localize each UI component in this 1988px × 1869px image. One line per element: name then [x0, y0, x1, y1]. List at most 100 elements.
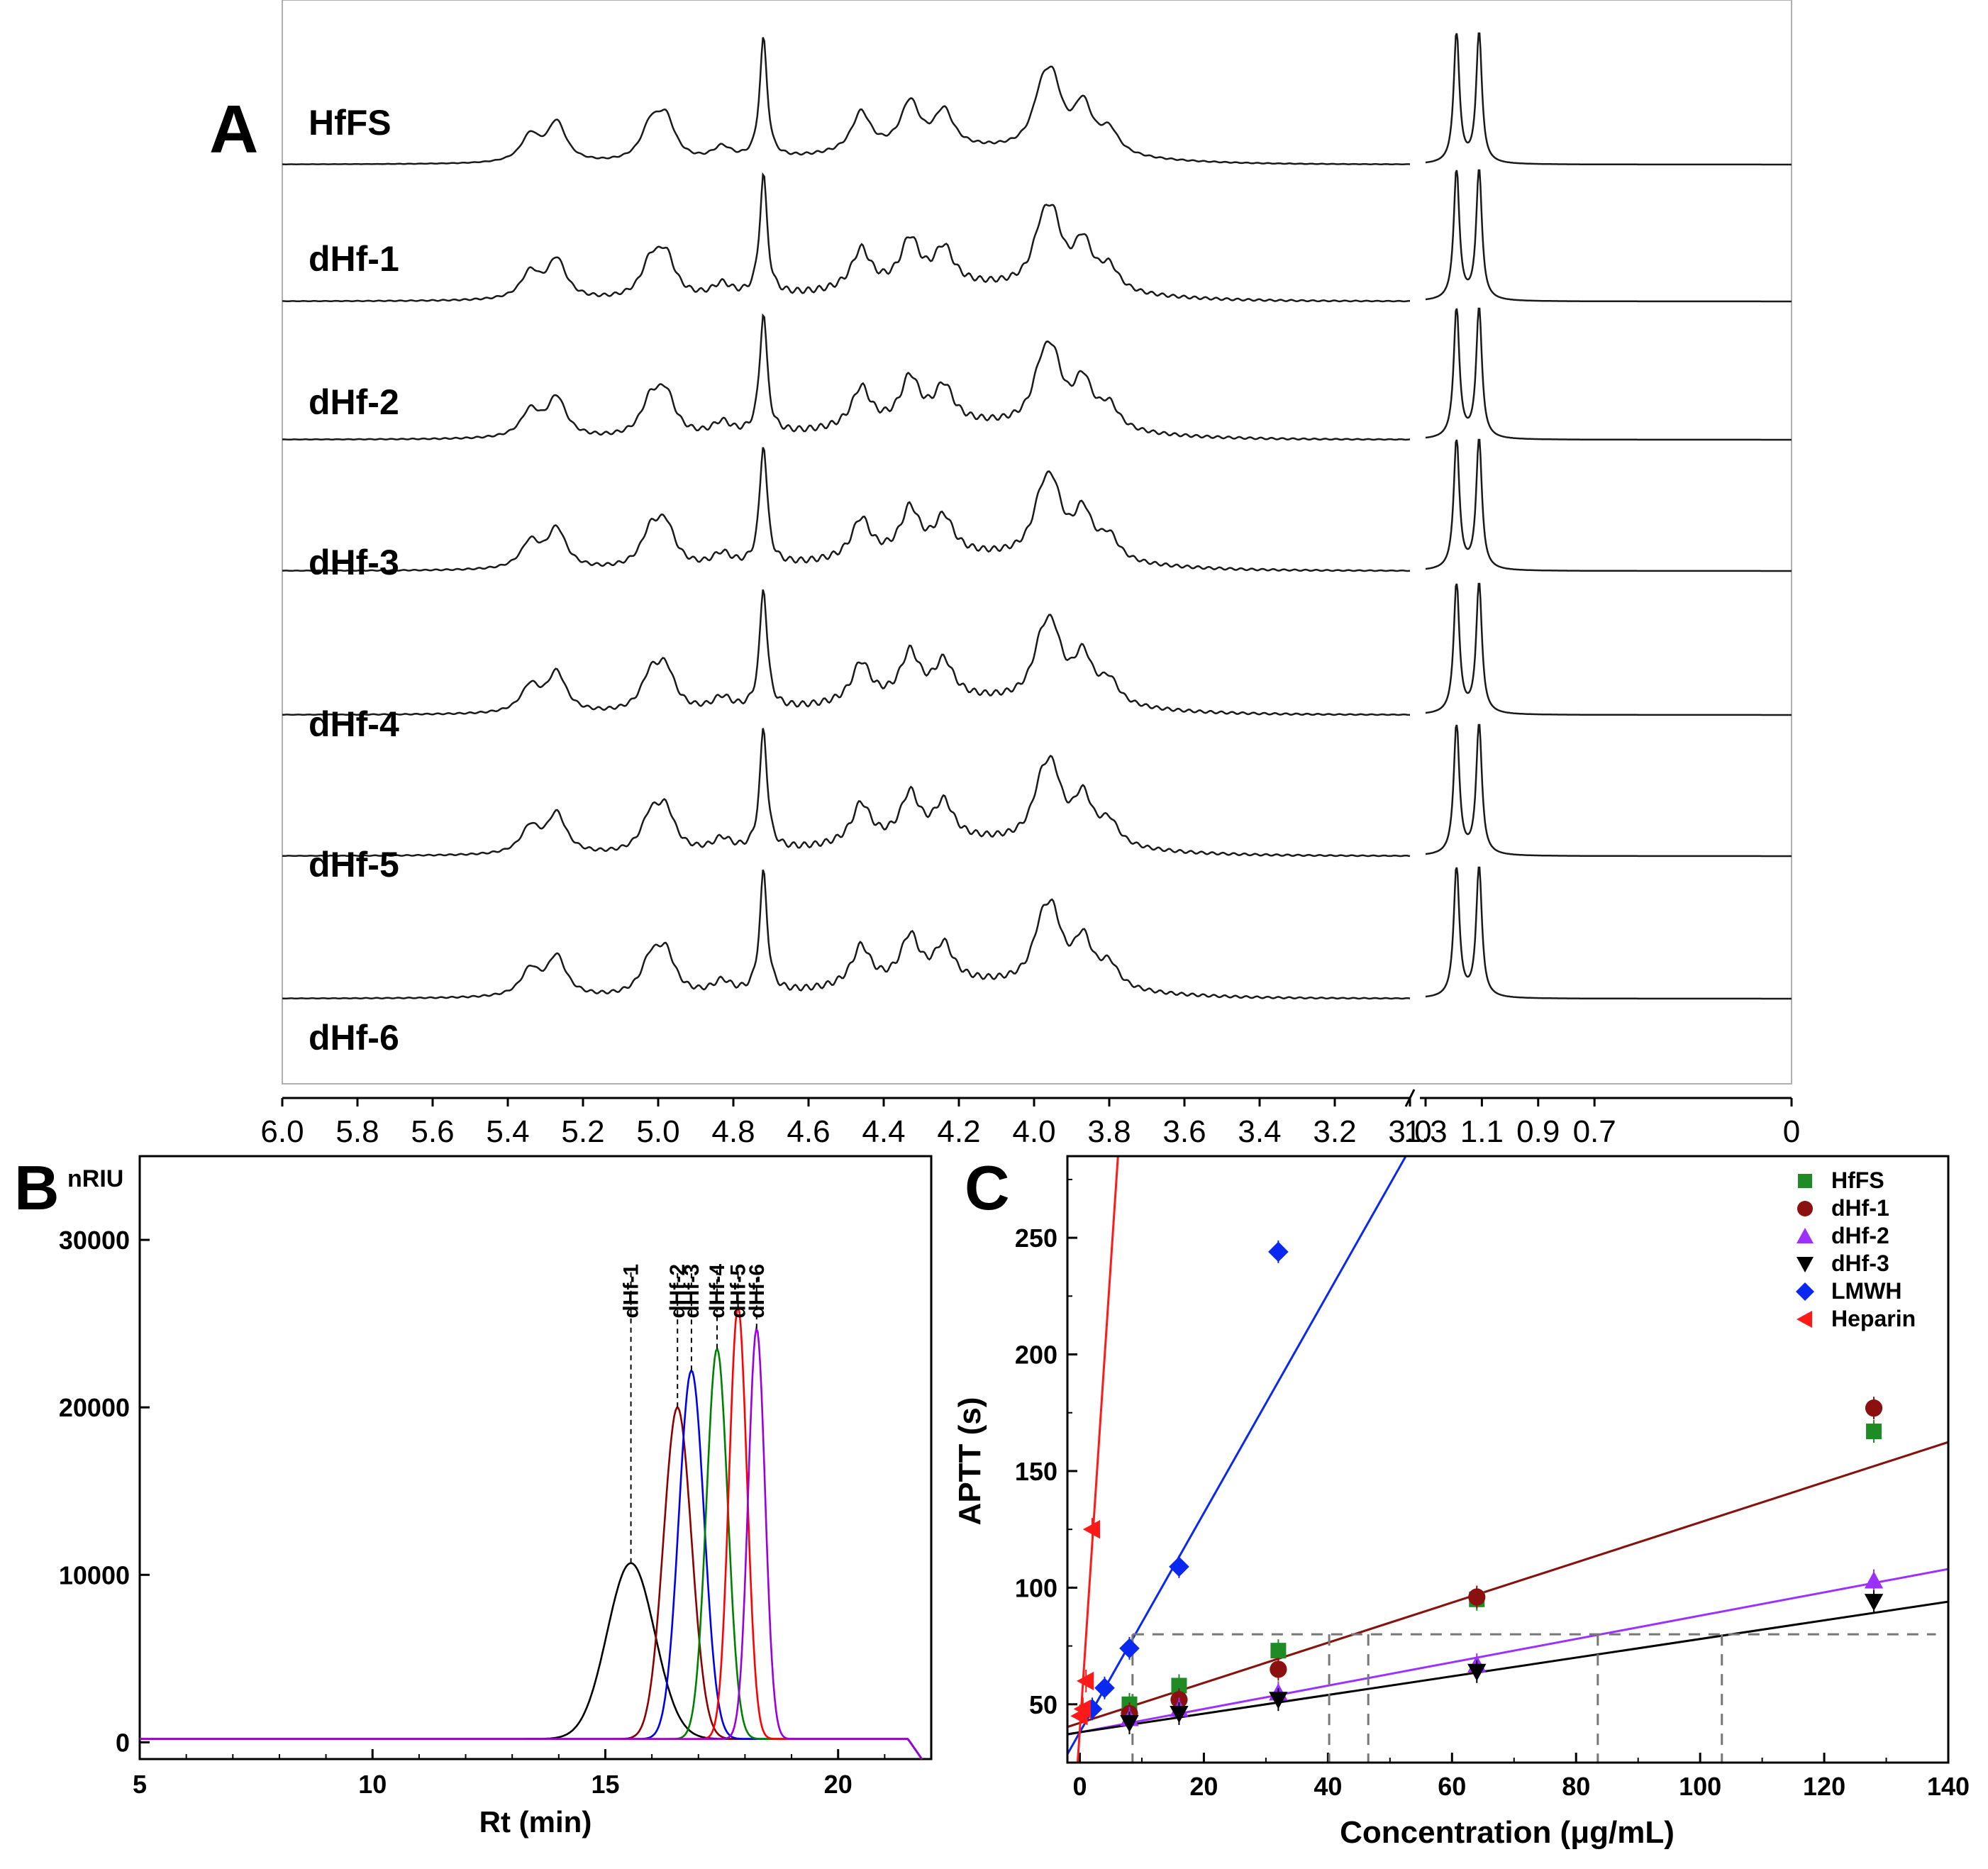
c-y-tick-label: 200 — [1015, 1341, 1057, 1370]
x-tick-label: 1.1 — [1460, 1114, 1504, 1149]
b-y-tick-label: 10000 — [59, 1560, 130, 1590]
data-point-hffs — [1866, 1424, 1882, 1440]
panel-c-y-axis-title: APTT (s) — [953, 1397, 987, 1526]
gpc-peak-label-dhf-1: dHf-1 — [620, 1264, 643, 1319]
fit-line-lmwh — [1067, 1156, 1407, 1755]
x-tick-label: 3.8 — [1087, 1114, 1131, 1149]
x-tick-label: 4.2 — [937, 1114, 980, 1149]
nmr-trace-dhf-5-right — [1425, 723, 1792, 858]
legend-label-hffs: HfFS — [1831, 1168, 1884, 1193]
c-x-tick-label: 100 — [1679, 1772, 1721, 1801]
c-x-tick-label: 0 — [1072, 1772, 1087, 1801]
x-tick-label: 4.6 — [787, 1114, 830, 1149]
legend-label-dhf-1: dHf-1 — [1831, 1195, 1889, 1221]
data-point-dhf-3 — [1864, 1594, 1884, 1612]
data-point-dhf-1 — [1865, 1399, 1883, 1417]
x-tick-label: 5.8 — [335, 1114, 379, 1149]
gpc-peak-label-dhf-3: dHf-3 — [680, 1264, 704, 1319]
x-tick-label: 4.4 — [862, 1114, 905, 1149]
nmr-trace-dhf-1-left — [282, 172, 1410, 303]
nmr-trace-dhf-4-right — [1425, 582, 1792, 716]
data-point-dhf-3 — [1120, 1715, 1139, 1733]
x-tick-label: 4.0 — [1012, 1114, 1055, 1149]
panel-c-plot-frame — [1066, 1155, 1950, 1764]
nmr-trace-dhf-3-right — [1425, 438, 1792, 572]
data-point-dhf-1 — [1270, 1660, 1287, 1678]
nmr-trace-hffs-right — [1425, 32, 1792, 166]
x-tick-label: 5.0 — [636, 1114, 679, 1149]
panel-a-sample-labels: HfFS dHf-1 dHf-2 dHf-3 dHf-4 dHf-5 dHf-6 — [309, 103, 399, 1058]
c-x-tick-label: 140 — [1927, 1772, 1970, 1801]
panel-a-frame — [282, 0, 1792, 1085]
fit-line-dhf-3 — [1067, 1600, 1948, 1736]
legend-marker-dhf-2 — [1797, 1228, 1814, 1243]
gpc-peak-label-dhf-6: dHf-6 — [745, 1264, 769, 1319]
sample-label-dhf-1: dHf-1 — [309, 239, 399, 279]
panel-c-x-axis-title: Concentration (μg/mL) — [1340, 1815, 1675, 1850]
legend-marker-dhf-1 — [1797, 1201, 1813, 1216]
panel-b-x-axis-title: Rt (min) — [479, 1805, 592, 1839]
panel-b-y-axis-unit: nRIU — [67, 1165, 123, 1192]
legend-label-dhf-2: dHf-2 — [1831, 1223, 1889, 1248]
x-tick-label: 0 — [1783, 1114, 1800, 1149]
data-point-hffs — [1171, 1677, 1187, 1694]
panel-label-b: B — [14, 1153, 60, 1223]
panel-c-axes: 0 20 40 60 80 100 120 140 50 100 150 200 250 — [1015, 1178, 1970, 1801]
data-point-dhf-3 — [1170, 1705, 1189, 1724]
c-y-tick-label: 150 — [1015, 1457, 1057, 1486]
legend-label-dhf-3: dHf-3 — [1831, 1250, 1889, 1276]
x-tick-label: 1.3 — [1404, 1114, 1447, 1149]
panel-a-nmr-spectra: HfFS dHf-1 dHf-2 dHf-3 dHf-4 dHf-5 dHf-6 6.0 5.… — [260, 0, 1800, 1149]
c-x-tick-label: 60 — [1438, 1772, 1466, 1801]
data-point-dhf-1 — [1468, 1588, 1486, 1606]
x-tick-label: 3.6 — [1162, 1114, 1206, 1149]
sample-label-dhf-2: dHf-2 — [309, 382, 399, 422]
b-x-tick-label: 5 — [133, 1770, 147, 1799]
gpc-curve-dhf-6 — [140, 1326, 923, 1760]
legend-marker-heparin — [1797, 1311, 1812, 1328]
c-x-tick-label: 40 — [1314, 1772, 1342, 1801]
sample-label-dhf-3: dHf-3 — [309, 543, 399, 582]
sample-label-dhf-4: dHf-4 — [309, 704, 399, 744]
sample-label-dhf-5: dHf-5 — [309, 845, 399, 884]
data-point-hffs — [1270, 1643, 1287, 1659]
data-point-lmwh — [1169, 1556, 1189, 1577]
nmr-trace-dhf-1-right — [1425, 169, 1792, 303]
sample-label-dhf-6: dHf-6 — [309, 1018, 399, 1058]
c-y-tick-label: 50 — [1029, 1690, 1057, 1719]
data-point-heparin — [1082, 1519, 1100, 1539]
c-x-tick-label: 120 — [1803, 1772, 1845, 1801]
panel-b-plot-frame — [138, 1155, 933, 1760]
legend-marker-dhf-3 — [1797, 1257, 1814, 1272]
data-point-dhf-3 — [1467, 1663, 1487, 1681]
nmr-trace-dhf-6-right — [1425, 866, 1792, 1000]
c-x-tick-label: 80 — [1562, 1772, 1590, 1801]
panel-a-x-axis: 6.0 5.8 5.6 5.4 5.2 5.0 4.8 4.6 4.4 4.2 4.0 3.8 3.6 3… — [260, 1089, 1800, 1149]
panel-a-traces — [282, 32, 1792, 1000]
nmr-trace-dhf-3-left — [282, 447, 1411, 572]
data-point-dhf-3 — [1269, 1692, 1288, 1709]
c-y-tick-label: 250 — [1015, 1224, 1057, 1253]
b-x-tick-label: 10 — [358, 1770, 387, 1799]
panel-b-axes: 5 10 15 20 0 10000 20000 30000 — [59, 1226, 886, 1799]
x-tick-label: 4.8 — [711, 1114, 755, 1149]
x-tick-label: 0.9 — [1516, 1114, 1560, 1149]
x-tick-label: 0.7 — [1573, 1114, 1616, 1149]
gpc-peak-label-dhf-2: dHf-2 — [666, 1264, 689, 1319]
nmr-trace-dhf-4-left — [282, 589, 1410, 716]
nmr-trace-dhf-2-right — [1425, 307, 1792, 441]
data-point-heparin — [1077, 1671, 1094, 1691]
data-point-lmwh — [1094, 1677, 1115, 1699]
nmr-trace-dhf-6-left — [282, 869, 1411, 1000]
c-x-tick-label: 20 — [1189, 1772, 1218, 1801]
fit-line-dhf-1 — [1067, 1441, 1948, 1729]
legend-label-heparin: Heparin — [1831, 1306, 1916, 1331]
panel-c-fit-lines — [1067, 1156, 1948, 1763]
panel-c-data-points — [1070, 1240, 1884, 1735]
x-tick-label: 3.0 — [1388, 1114, 1431, 1149]
b-y-tick-label: 0 — [116, 1728, 130, 1757]
b-x-tick-label: 20 — [824, 1770, 853, 1799]
b-y-tick-label: 30000 — [59, 1226, 130, 1255]
